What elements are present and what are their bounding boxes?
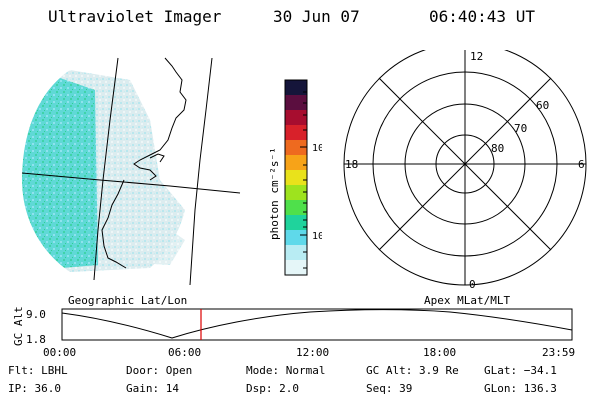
x-tick-00-00: 00:00 <box>43 346 77 359</box>
mode-readout: Mode: Normal <box>246 364 326 377</box>
colorbar-band <box>285 215 307 231</box>
colorbar-tick-label-100: 100 <box>312 143 322 154</box>
timeline-axis-label: GC Alt <box>12 306 25 346</box>
geographic-image-panel <box>21 57 241 285</box>
gc-altitude-readout: GC Alt: 3.9 Re <box>366 364 459 377</box>
timeline-frame <box>61 308 573 341</box>
dsp-readout: Dsp: 2.0 <box>246 382 299 395</box>
geo-latitude-readout: GLat: −34.1 <box>484 364 557 377</box>
colorbar-band <box>285 155 307 171</box>
instrument-title: Ultraviolet Imager <box>48 7 222 26</box>
apex-panel-title: Apex MLat/MLT <box>424 294 511 307</box>
colorbar-band <box>285 95 307 111</box>
colorbar-minor-ticks <box>303 91 307 269</box>
lat-lon-grid <box>21 57 241 285</box>
x-tick-06-00: 06:00 <box>168 346 202 359</box>
x-tick-23-59: 23:59 <box>542 346 576 359</box>
colorbar-unit-label: photon cm⁻²s⁻¹ <box>268 147 281 240</box>
date-label: 30 Jun 07 <box>273 7 360 26</box>
door-readout: Door: Open <box>126 364 193 377</box>
colorbar-band <box>285 260 307 276</box>
colorbar-gradient <box>285 80 307 276</box>
colorbar-band <box>285 110 307 126</box>
colorbar-band <box>285 170 307 186</box>
colorbar-band <box>285 200 307 216</box>
polar-mlt-dial: 12 18 6 0 60 70 80 <box>343 50 587 290</box>
colorbar: 100 10 photon cm⁻²s⁻¹ <box>268 79 322 276</box>
time-label: 06:40:43 UT <box>429 7 535 26</box>
gain-readout: Gain: 14 <box>126 382 179 395</box>
geographic-panel-title: Geographic Lat/Lon <box>68 294 188 307</box>
colorbar-band <box>285 185 307 201</box>
colorbar-band <box>285 125 307 141</box>
colorbar-tick-label-10: 10 <box>312 231 322 242</box>
mlt-label-0: 0 <box>469 278 476 290</box>
colorbar-band <box>285 230 307 246</box>
ip-readout: IP: 36.0 <box>8 382 61 395</box>
orbit-altitude-curve <box>61 309 573 339</box>
timeline-y-high: 9.0 <box>26 308 46 321</box>
uv-emission-disk <box>22 70 185 272</box>
colorbar-band <box>285 140 307 156</box>
sequence-readout: Seq: 39 <box>366 382 413 395</box>
mlt-label-6: 6 <box>578 158 585 171</box>
colorbar-band <box>285 245 307 261</box>
filter-readout: Flt: LBHL <box>8 364 68 377</box>
mlat-label-80: 80 <box>491 142 504 155</box>
polar-diagonal-2 <box>378 77 552 251</box>
coastline-outline <box>101 57 187 269</box>
timeline-y-low: 1.8 <box>26 333 46 346</box>
mlat-label-60: 60 <box>536 99 549 112</box>
mlat-label-70: 70 <box>514 122 527 135</box>
mlt-label-12: 12 <box>470 50 483 63</box>
x-tick-12-00: 12:00 <box>296 346 330 359</box>
geo-longitude-readout: GLon: 136.3 <box>484 382 557 395</box>
mlt-label-18: 18 <box>345 158 358 171</box>
orbit-altitude-timeline: GC Alt 9.0 1.8 <box>12 306 573 346</box>
x-tick-18-00: 18:00 <box>423 346 457 359</box>
colorbar-band <box>285 80 307 96</box>
colorbar-frame <box>284 79 308 276</box>
